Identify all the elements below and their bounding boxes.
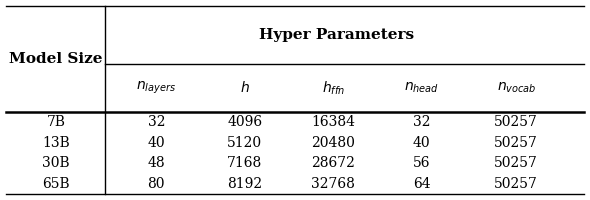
- Text: 80: 80: [148, 177, 165, 191]
- Text: 40: 40: [413, 136, 431, 150]
- Text: 56: 56: [413, 156, 431, 170]
- Text: 50257: 50257: [494, 177, 538, 191]
- Text: 4096: 4096: [227, 115, 263, 129]
- Text: $h$: $h$: [240, 80, 250, 95]
- Text: 8192: 8192: [227, 177, 263, 191]
- Text: $n_{layers}$: $n_{layers}$: [136, 80, 176, 96]
- Text: 16384: 16384: [312, 115, 355, 129]
- Text: 20480: 20480: [312, 136, 355, 150]
- Text: 32: 32: [413, 115, 431, 129]
- Text: 5120: 5120: [227, 136, 263, 150]
- Text: 13B: 13B: [42, 136, 70, 150]
- Text: 7B: 7B: [47, 115, 65, 129]
- Text: 50257: 50257: [494, 156, 538, 170]
- Text: 50257: 50257: [494, 115, 538, 129]
- Text: 64: 64: [413, 177, 431, 191]
- Text: Model Size: Model Size: [9, 52, 103, 66]
- Text: Hyper Parameters: Hyper Parameters: [259, 28, 414, 42]
- Text: 30B: 30B: [42, 156, 70, 170]
- Text: 40: 40: [148, 136, 165, 150]
- Text: 65B: 65B: [42, 177, 70, 191]
- Text: $h_{ffn}$: $h_{ffn}$: [322, 79, 345, 97]
- Text: 32768: 32768: [312, 177, 355, 191]
- Text: 48: 48: [148, 156, 165, 170]
- Text: 7168: 7168: [227, 156, 263, 170]
- Text: $n_{head}$: $n_{head}$: [404, 81, 440, 95]
- Text: 50257: 50257: [494, 136, 538, 150]
- Text: $n_{vocab}$: $n_{vocab}$: [497, 81, 536, 95]
- Text: 28672: 28672: [312, 156, 355, 170]
- Text: 32: 32: [148, 115, 165, 129]
